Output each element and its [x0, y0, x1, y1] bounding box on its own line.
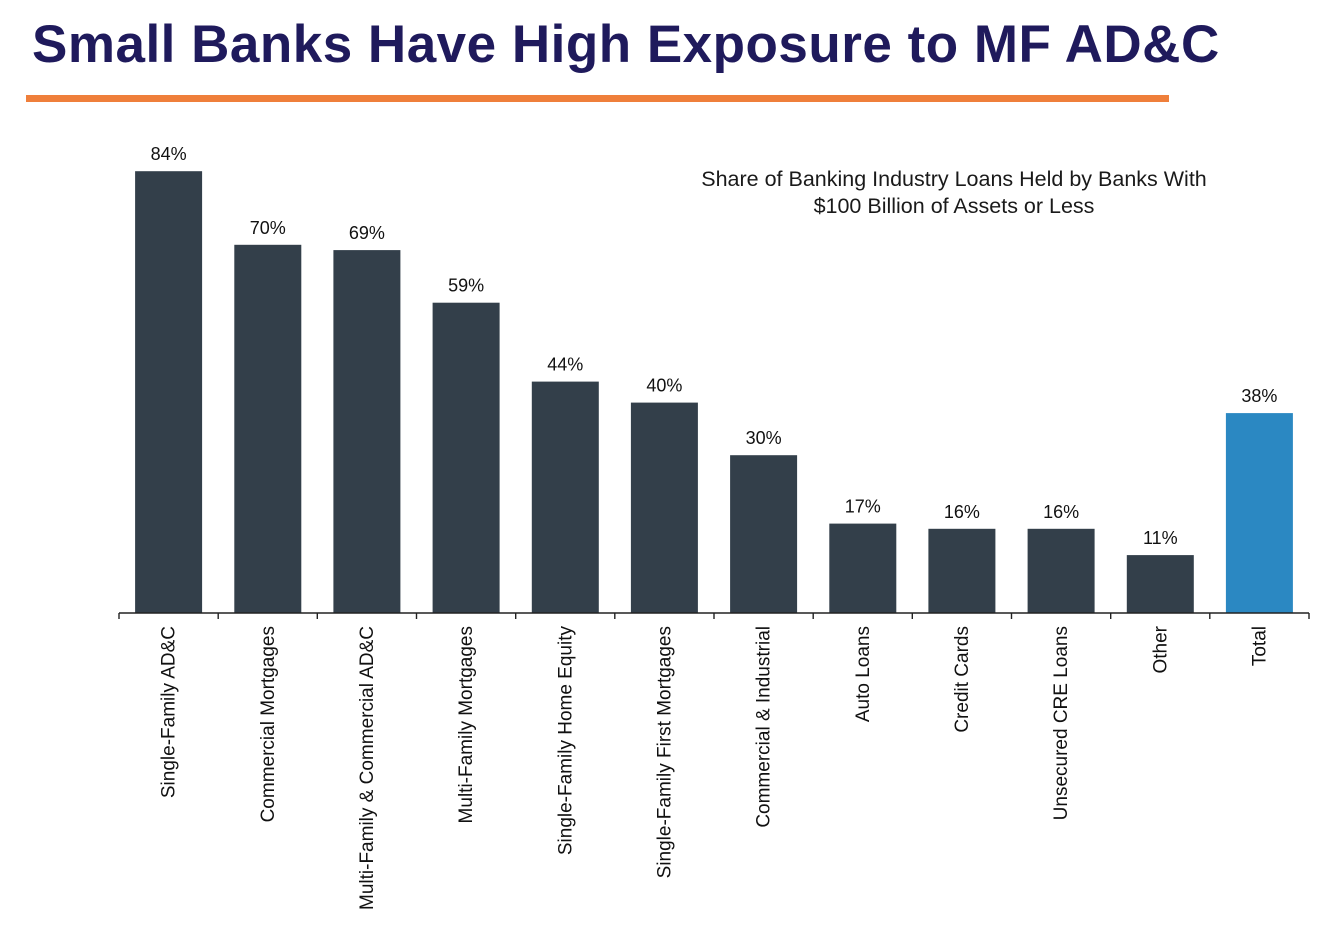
data-label-3: 59% — [448, 276, 484, 296]
bar-3 — [432, 302, 500, 613]
x-tick-label-1: Commercial Mortgages — [258, 626, 279, 822]
bar-8 — [928, 528, 996, 613]
x-tick-label-6: Commercial & Industrial — [754, 626, 775, 828]
bar-10 — [1126, 555, 1194, 613]
data-label-0: 84% — [151, 144, 187, 164]
data-label-5: 40% — [646, 376, 682, 396]
x-tick-label-5: Single-Family First Mortgages — [654, 626, 675, 878]
bar-0 — [135, 171, 203, 613]
bar-9 — [1027, 528, 1095, 613]
x-tick-label-8: Credit Cards — [952, 626, 973, 733]
data-label-7: 17% — [845, 497, 881, 517]
x-tick-label-0: Single-Family AD&C — [159, 626, 180, 798]
data-label-6: 30% — [746, 428, 782, 448]
x-tick-label-4: Single-Family Home Equity — [555, 626, 576, 856]
bar-11 — [1225, 413, 1293, 613]
data-label-4: 44% — [547, 355, 583, 375]
title-underline — [26, 95, 1169, 102]
data-label-1: 70% — [250, 218, 286, 238]
chart-title: Share of Banking Industry Loans Held by … — [620, 166, 1288, 220]
bar-7 — [829, 523, 897, 613]
x-tick-label-11: Total — [1249, 626, 1270, 666]
page-title: Small Banks Have High Exposure to MF AD&… — [32, 15, 1220, 74]
data-label-10: 11% — [1143, 528, 1178, 548]
chart-title-line-2: $100 Billion of Assets or Less — [813, 194, 1095, 218]
bar-4 — [531, 381, 599, 613]
x-tick-label-2: Multi-Family & Commercial AD&C — [357, 626, 378, 910]
bar-6 — [730, 455, 798, 613]
data-label-11: 38% — [1241, 386, 1277, 406]
bar-5 — [630, 402, 698, 613]
bar-1 — [234, 244, 302, 614]
x-tick-label-3: Multi-Family Mortgages — [456, 626, 477, 823]
data-label-9: 16% — [1043, 502, 1079, 522]
data-label-8: 16% — [944, 502, 980, 522]
x-tick-label-10: Other — [1150, 625, 1171, 673]
bar-2 — [333, 250, 401, 613]
x-tick-label-7: Auto Loans — [853, 626, 874, 722]
chart-title-line-1: Share of Banking Industry Loans Held by … — [701, 167, 1207, 191]
x-tick-label-9: Unsecured CRE Loans — [1051, 626, 1072, 820]
data-label-2: 69% — [349, 223, 385, 243]
